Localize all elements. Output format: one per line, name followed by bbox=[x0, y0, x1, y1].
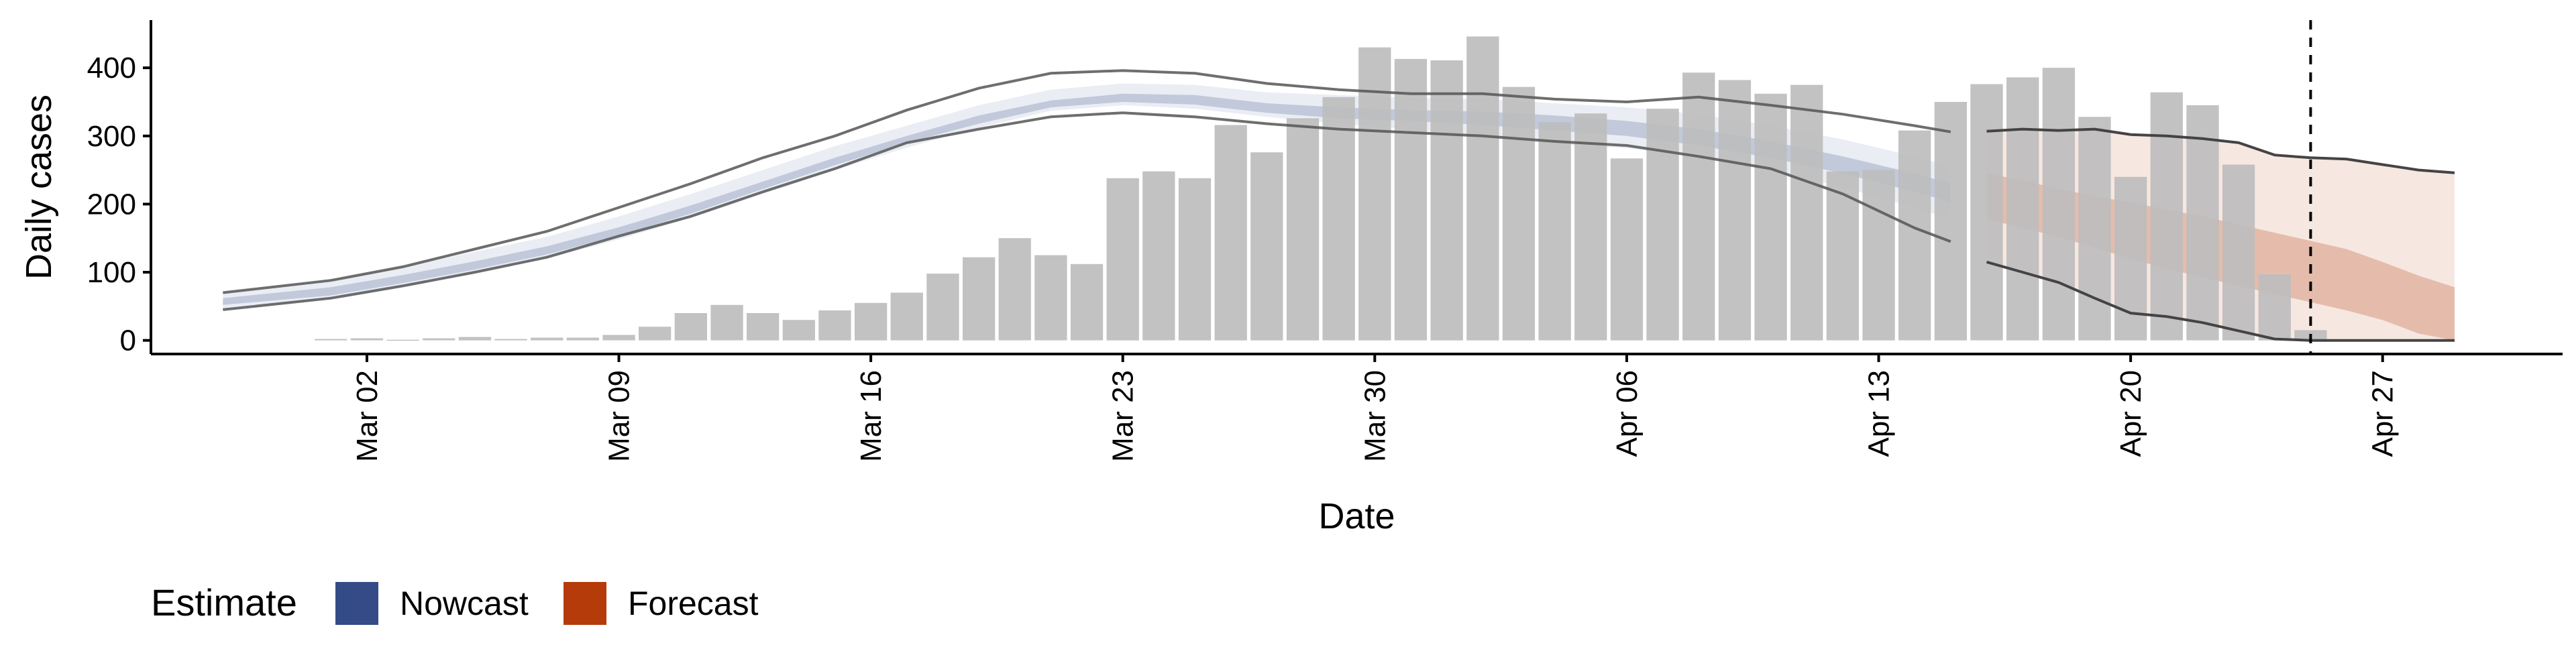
case-bar bbox=[1898, 130, 1931, 341]
legend: Estimate Nowcast Forecast bbox=[151, 581, 759, 625]
x-tick-label: Mar 30 bbox=[1358, 370, 1391, 462]
x-tick-label: Apr 20 bbox=[2114, 370, 2147, 457]
forecast-upper-line bbox=[1986, 127, 2455, 174]
case-bar bbox=[639, 327, 672, 341]
case-bar bbox=[890, 292, 923, 341]
case-bar bbox=[1754, 93, 1787, 341]
legend-label-forecast: Forecast bbox=[628, 585, 759, 622]
x-tick-label: Apr 13 bbox=[1863, 370, 1896, 457]
x-axis-ticks: Mar 02 Mar 09 Mar 16 Mar 23 Mar 30 Apr 06 Apr … bbox=[351, 354, 2400, 462]
case-bar bbox=[1502, 86, 1536, 341]
y-tick-label: 200 bbox=[87, 188, 136, 221]
case-bar bbox=[1394, 58, 1428, 341]
x-tick-label: Apr 27 bbox=[2367, 370, 2400, 457]
case-bar bbox=[2114, 176, 2147, 341]
case-bar bbox=[1106, 178, 1139, 341]
case-bar bbox=[1538, 122, 1571, 341]
case-bars bbox=[315, 36, 2327, 341]
case-bar bbox=[1646, 109, 1679, 341]
y-tick-label: 300 bbox=[87, 120, 136, 153]
case-bar bbox=[1322, 97, 1355, 341]
case-bar bbox=[350, 338, 384, 341]
case-bar bbox=[1286, 118, 1320, 341]
y-tick-label: 100 bbox=[87, 256, 136, 289]
case-bar bbox=[386, 339, 419, 341]
case-bar bbox=[1142, 171, 1175, 341]
case-bar bbox=[602, 335, 635, 341]
case-bar bbox=[2150, 92, 2183, 341]
x-axis-title: Date bbox=[1318, 496, 1395, 536]
case-bar bbox=[566, 337, 599, 341]
case-bar bbox=[1934, 102, 1967, 341]
case-bar bbox=[782, 320, 815, 341]
x-tick-label: Mar 23 bbox=[1107, 370, 1140, 462]
case-bar bbox=[1610, 158, 1644, 341]
legend-key-forecast bbox=[564, 582, 606, 625]
axes bbox=[150, 20, 2563, 355]
case-bar bbox=[315, 339, 347, 341]
case-bar bbox=[1970, 84, 2003, 341]
estimate-bound-lines bbox=[223, 69, 2455, 342]
case-bar bbox=[710, 304, 743, 341]
case-bar bbox=[1718, 80, 1752, 341]
case-bar bbox=[1070, 263, 1104, 341]
legend-label-nowcast: Nowcast bbox=[400, 585, 529, 622]
case-bar bbox=[423, 338, 455, 341]
case-bar bbox=[1430, 60, 1463, 341]
case-bar bbox=[1466, 36, 1499, 341]
y-axis-title: Daily cases bbox=[19, 95, 59, 280]
x-tick-label: Mar 02 bbox=[351, 370, 384, 462]
x-tick-label: Mar 09 bbox=[603, 370, 636, 462]
case-bar bbox=[818, 310, 851, 341]
y-axis-ticks: 0 100 200 300 400 bbox=[87, 52, 151, 357]
case-bar bbox=[2006, 77, 2039, 341]
case-bar bbox=[2042, 68, 2075, 341]
nowcast-upper-line bbox=[223, 69, 1951, 294]
case-bar bbox=[1826, 171, 1859, 341]
legend-key-nowcast bbox=[335, 582, 378, 625]
case-bar bbox=[531, 337, 564, 341]
case-bar bbox=[1862, 170, 1895, 341]
y-tick-label: 0 bbox=[120, 325, 136, 357]
forecast-lower-line bbox=[1986, 260, 2455, 342]
case-bar bbox=[926, 274, 959, 341]
case-bar bbox=[747, 313, 780, 341]
case-bar bbox=[1178, 178, 1212, 341]
case-bar bbox=[963, 257, 996, 341]
case-bar bbox=[1358, 47, 1391, 341]
case-bar bbox=[458, 337, 492, 341]
case-bar bbox=[1034, 255, 1067, 341]
case-bar bbox=[1250, 152, 1283, 341]
y-tick-label: 400 bbox=[87, 52, 136, 84]
case-bar bbox=[1574, 113, 1607, 341]
x-tick-label: Mar 16 bbox=[855, 370, 888, 462]
legend-title: Estimate bbox=[151, 581, 297, 624]
nowcast-inner-band bbox=[223, 93, 1951, 305]
case-bar bbox=[1682, 72, 1715, 341]
case-bar bbox=[2222, 164, 2255, 341]
case-bar bbox=[2258, 274, 2291, 341]
case-bar bbox=[494, 339, 527, 341]
case-bar bbox=[674, 313, 707, 341]
case-bar bbox=[2186, 105, 2219, 341]
case-bar bbox=[2078, 117, 2111, 341]
nowcast-lower-line bbox=[223, 111, 1951, 311]
case-bar bbox=[1790, 84, 1823, 341]
case-bar bbox=[1214, 125, 1247, 341]
case-bar bbox=[998, 238, 1031, 341]
x-tick-label: Apr 06 bbox=[1611, 370, 1644, 457]
case-bar bbox=[855, 302, 888, 341]
